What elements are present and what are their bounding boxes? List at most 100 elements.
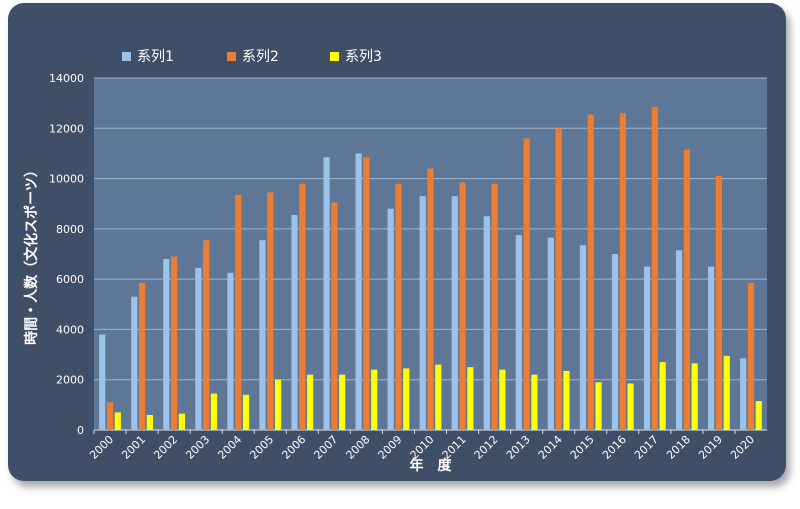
y-tick-label: 4000 [56, 323, 84, 336]
bar-series-1 [387, 208, 394, 430]
bar-series-1 [163, 259, 170, 430]
bar-series-2 [299, 183, 306, 430]
x-tick-label: 2009 [376, 433, 405, 462]
bar-series-3 [307, 374, 314, 430]
legend-item-series-1: 系列1 [122, 44, 174, 68]
bar-series-3 [595, 382, 602, 430]
x-tick-label: 2008 [344, 433, 373, 462]
bar-series-1 [515, 235, 522, 430]
bar-series-3 [627, 383, 634, 430]
y-tick-label: 2000 [56, 374, 84, 387]
bar-series-1 [227, 272, 234, 430]
bar-series-1 [547, 237, 554, 430]
bar-series-1 [259, 240, 266, 430]
bar-series-1 [675, 250, 683, 430]
bar-series-1 [99, 334, 106, 430]
x-tick-label: 2017 [632, 433, 661, 462]
bar-series-1 [708, 266, 715, 430]
bar-series-2 [235, 194, 242, 430]
bar-series-3 [274, 379, 282, 430]
bar-series-3 [499, 369, 506, 430]
bar-series-2 [203, 240, 210, 430]
bar-series-1 [579, 245, 587, 430]
x-tick-label: 2016 [600, 433, 629, 462]
bar-series-3 [403, 368, 410, 430]
x-tick-label: 2007 [311, 433, 340, 462]
bar-series-2 [395, 183, 402, 430]
x-tick-label: 2013 [504, 433, 533, 462]
bar-series-2 [619, 113, 626, 430]
legend-label-series-2: 系列2 [242, 49, 279, 65]
bar-series-2 [427, 168, 434, 430]
bar-series-1 [643, 266, 651, 430]
legend-label-series-3: 系列3 [345, 49, 382, 65]
bar-series-3 [178, 413, 186, 430]
bar-series-3 [371, 369, 378, 430]
bar-series-3 [723, 355, 730, 430]
legend-item-series-2: 系列2 [227, 44, 279, 68]
bar-series-3 [467, 367, 474, 430]
x-tick-label: 2018 [664, 433, 693, 462]
bar-series-1 [355, 153, 362, 430]
legend: 系列1 系列2 系列3 [0, 44, 800, 68]
bars [99, 106, 762, 431]
bar-series-2 [106, 402, 114, 430]
bar-series-1 [323, 157, 330, 430]
bar-series-1 [740, 358, 747, 430]
x-tick-label: 2000 [87, 433, 116, 462]
bar-series-2 [715, 176, 723, 430]
bar-series-2 [491, 183, 498, 430]
bar-series-2 [747, 282, 755, 430]
bar-series-2 [267, 192, 274, 430]
bar-series-3 [114, 412, 121, 430]
bar-series-2 [138, 282, 146, 430]
bar-series-2 [683, 149, 690, 430]
bar-series-3 [659, 362, 666, 430]
bar-series-2 [459, 182, 466, 430]
x-tick-label: 2002 [151, 433, 180, 462]
y-tick-label: 12000 [49, 122, 84, 135]
x-tick-label: 2015 [568, 433, 597, 462]
y-axis-title: 時間・人数（文化スポーツ） [23, 163, 40, 345]
bar-series-3 [531, 374, 538, 430]
x-tick-label: 2001 [119, 433, 148, 462]
bar-series-3 [242, 394, 250, 430]
x-tick-label: 2012 [472, 433, 501, 462]
x-tick-label: 2004 [215, 433, 244, 462]
y-tick-label: 0 [77, 424, 84, 437]
bar-series-2 [523, 138, 530, 431]
legend-swatch-series-1 [122, 51, 131, 61]
bar-series-1 [451, 196, 458, 430]
bar-series-1 [483, 216, 490, 430]
bar-series-2 [651, 106, 658, 431]
legend-swatch-series-2 [227, 51, 236, 61]
legend-label-series-1: 系列1 [137, 49, 174, 65]
y-axis-ticks: 0 2000 4000 6000 8000 10000 12000 14000 [49, 72, 84, 437]
bar-series-2 [363, 157, 370, 430]
y-tick-label: 14000 [49, 72, 84, 85]
bar-series-1 [131, 296, 138, 430]
bar-series-1 [195, 267, 202, 430]
bar-series-3 [210, 393, 218, 430]
x-tick-label: 2005 [247, 433, 276, 462]
bar-series-3 [755, 401, 762, 430]
bar-series-1 [291, 215, 298, 430]
bar-series-1 [611, 254, 619, 430]
x-axis-title: 年 度 [410, 457, 453, 474]
y-tick-label: 6000 [56, 273, 84, 286]
y-tick-label: 8000 [56, 223, 84, 236]
x-tick-label: 2006 [279, 433, 308, 462]
legend-item-series-3: 系列3 [330, 44, 382, 68]
x-tick-label: 2020 [728, 433, 757, 462]
x-tick-label: 2003 [183, 433, 212, 462]
bar-series-2 [555, 128, 562, 431]
bar-series-3 [563, 370, 570, 430]
bar-series-3 [339, 374, 346, 430]
bar-series-1 [419, 196, 426, 430]
x-tick-label: 2019 [696, 433, 725, 462]
x-tick-label: 2014 [536, 433, 565, 462]
legend-swatch-series-3 [330, 51, 339, 61]
y-tick-label: 10000 [49, 173, 84, 186]
bar-series-3 [691, 363, 698, 430]
